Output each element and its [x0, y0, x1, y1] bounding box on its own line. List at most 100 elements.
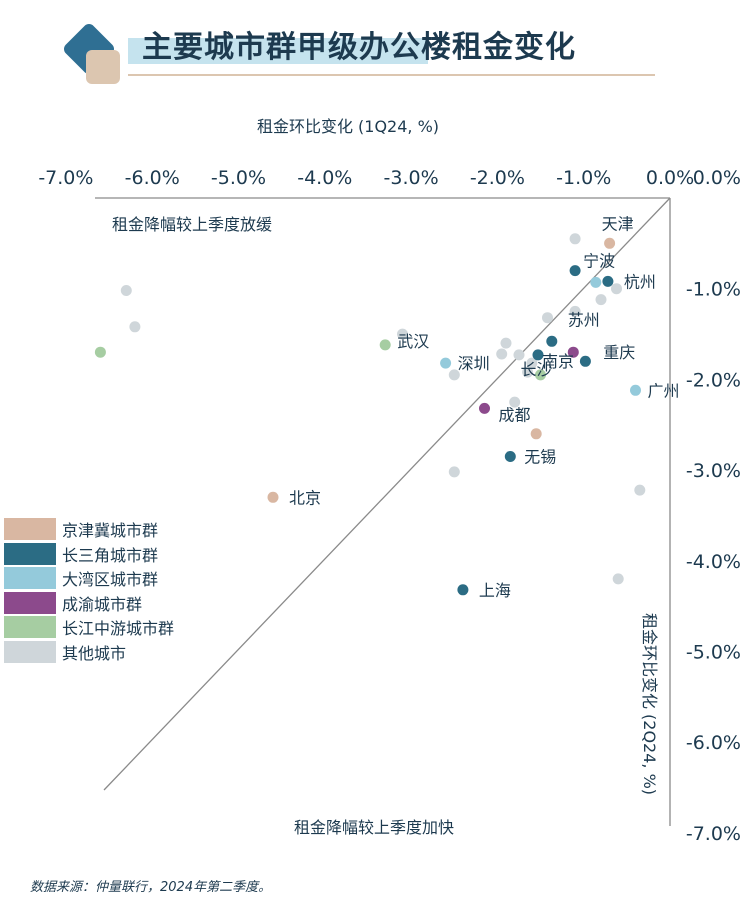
- legend-swatch: [4, 640, 56, 663]
- data-point: [604, 237, 616, 249]
- y-tick-label: -1.0%: [686, 279, 741, 301]
- x-tick-label: -2.0%: [470, 167, 525, 189]
- data-point: [94, 346, 106, 358]
- data-point: [612, 573, 624, 585]
- legend-swatch: [4, 591, 56, 614]
- legend-item: 成渝城市群: [4, 591, 174, 616]
- data-point: [448, 466, 460, 478]
- y-tick-label: -6.0%: [686, 732, 741, 754]
- y-tick-label: -2.0%: [686, 369, 741, 391]
- data-point: [448, 369, 460, 381]
- data-point: [526, 357, 538, 369]
- source-note: 数据来源：仲量联行，2024年第二季度。: [30, 880, 272, 895]
- data-point: [397, 328, 408, 340]
- legend-swatch: [4, 518, 56, 541]
- data-point: [530, 428, 542, 440]
- legend-item: 大湾区城市群: [4, 566, 174, 591]
- data-point: [630, 384, 641, 396]
- legend-label: 长三角城市群: [62, 545, 159, 565]
- data-point: [379, 339, 391, 351]
- legend-item: 其他城市: [4, 640, 174, 665]
- legend-label: 大湾区城市群: [62, 570, 159, 590]
- legend-item: 长江中游城市群: [4, 615, 174, 640]
- diagonal-reference-line: [103, 197, 671, 791]
- annotation-lower: 租金降幅较上季度加快: [294, 818, 454, 837]
- city-label: 长沙: [521, 360, 553, 379]
- legend-item: 长三角城市群: [4, 542, 174, 567]
- x-tick-label: -4.0%: [297, 167, 352, 189]
- x-tick-label: -5.0%: [211, 167, 266, 189]
- annotation-upper: 租金降幅较上季度放缓: [112, 215, 272, 234]
- data-point: [569, 305, 581, 317]
- data-point: [569, 265, 581, 277]
- x-axis-title: 租金环比变化 (1Q24, %): [257, 117, 439, 136]
- y-tick-label: -4.0%: [686, 551, 741, 573]
- legend-label: 长江中游城市群: [62, 619, 175, 639]
- city-label: 北京: [289, 488, 321, 507]
- city-label: 天津: [602, 214, 634, 233]
- legend-swatch: [4, 542, 56, 565]
- city-label: 广州: [648, 381, 680, 400]
- logo-front-shape: [86, 50, 120, 84]
- city-label: 重庆: [603, 343, 635, 362]
- data-points: [94, 233, 646, 596]
- title-underline: [128, 74, 655, 76]
- y-tick-label: -5.0%: [686, 642, 741, 664]
- data-point: [602, 275, 614, 287]
- legend: 京津冀城市群 长三角城市群 大湾区城市群 成渝城市群长江中游城市群 其他城市: [4, 517, 174, 664]
- y-axis-title: 租金环比变化 (2Q24, %): [640, 613, 659, 795]
- y-tick-label: -3.0%: [686, 460, 741, 482]
- city-label: 深圳: [458, 354, 490, 373]
- legend-label: 其他城市: [62, 643, 127, 663]
- data-point: [479, 402, 490, 414]
- data-point: [496, 348, 508, 360]
- title-block: 主要城市群甲级办公楼租金变化: [0, 0, 744, 90]
- y-tick-label: 0.0%: [693, 167, 741, 189]
- city-label: 杭州: [624, 272, 656, 291]
- x-tick-label: -6.0%: [125, 167, 180, 189]
- data-point: [567, 346, 579, 358]
- legend-swatch: [4, 616, 56, 639]
- y-tick-label: -7.0%: [686, 823, 741, 845]
- title-highlight-bar: [128, 38, 428, 64]
- city-label: 苏州: [568, 310, 600, 329]
- legend-label: 成渝城市群: [62, 594, 143, 614]
- page-title: 主要城市群甲级办公楼租金变化: [142, 30, 576, 65]
- city-label: 无锡: [524, 448, 556, 467]
- data-point: [611, 283, 622, 295]
- data-point: [522, 366, 534, 378]
- x-tick-label: 0.0%: [646, 167, 694, 189]
- data-point: [440, 357, 452, 369]
- data-point: [513, 349, 525, 361]
- data-point: [595, 294, 607, 306]
- city-label: 成都: [499, 405, 531, 424]
- data-point: [129, 321, 141, 333]
- x-tick-label: -7.0%: [38, 167, 93, 189]
- x-tick-label: -1.0%: [556, 167, 611, 189]
- data-point: [500, 337, 512, 349]
- legend-item: 京津冀城市群: [4, 517, 174, 542]
- data-point: [569, 233, 581, 245]
- city-label: 武汉: [397, 332, 429, 351]
- data-point: [532, 349, 544, 361]
- data-point: [457, 584, 469, 596]
- data-point: [590, 276, 602, 288]
- y-tick-labels: 0.0% -1.0% -2.0% -3.0% -4.0% -5.0% -6.0% -7.0%: [686, 167, 741, 845]
- city-label: 宁波: [583, 252, 615, 271]
- city-label: 南京: [542, 352, 574, 371]
- data-point: [509, 396, 521, 408]
- data-point: [267, 491, 279, 503]
- city-label: 上海: [479, 581, 511, 600]
- data-point: [634, 484, 646, 496]
- data-point: [504, 451, 516, 462]
- data-point: [120, 285, 132, 296]
- legend-label: 京津冀城市群: [62, 521, 159, 541]
- data-point: [579, 355, 591, 367]
- legend-swatch: [4, 567, 56, 590]
- data-point: [546, 335, 558, 347]
- data-point: [542, 312, 553, 324]
- x-tick-label: -3.0%: [384, 167, 439, 189]
- x-tick-labels: -7.0% -6.0% -5.0% -4.0% -3.0% -2.0% -1.0% 0.0%: [38, 167, 694, 189]
